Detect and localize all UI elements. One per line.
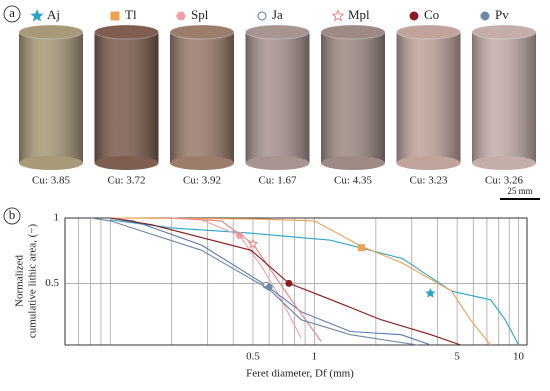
legend-label: Co (424, 7, 439, 22)
core-top (94, 24, 159, 40)
core-top (245, 24, 310, 40)
series-line (110, 219, 520, 346)
core-shade (245, 32, 310, 163)
legend-marker (409, 11, 419, 21)
y-axis-label: cumulative lithic area, (−) (27, 224, 39, 339)
series-line (171, 217, 322, 342)
core-photos (18, 24, 537, 170)
core-bottom (19, 156, 83, 170)
core-bottom (170, 156, 234, 170)
core-top (169, 24, 235, 40)
legend-marker (480, 11, 490, 21)
core-bottom (321, 156, 385, 170)
cu-label: Cu: 4.35 (334, 175, 372, 187)
core-top (396, 24, 461, 40)
core-shade (321, 32, 385, 163)
panel-label: a (9, 5, 15, 20)
legend-label: Pv (495, 7, 509, 22)
cu-label: Cu: 3.26 (485, 175, 523, 187)
plot-frame (64, 217, 528, 346)
cu-label: Cu: 1.67 (259, 175, 297, 187)
scale-bar-label: 25 mm (507, 186, 532, 196)
core-shade (396, 32, 461, 163)
core-shade (94, 32, 159, 163)
marker (247, 238, 259, 249)
x-tick-label: 5 (454, 351, 460, 363)
panel-badge (3, 5, 21, 23)
core-bottom (245, 156, 310, 170)
cu-label: Cu: 3.23 (410, 175, 448, 187)
cu-label: Cu: 3.92 (183, 175, 221, 187)
core-shade (472, 32, 536, 163)
y-axis-label: Normalized (14, 255, 26, 307)
cu-label: Cu: 3.85 (32, 175, 70, 187)
marker (265, 283, 273, 291)
series-line (90, 217, 418, 346)
core-shade (170, 32, 234, 163)
panel-badge (3, 207, 21, 225)
y-tick-label: 0.5 (45, 277, 59, 289)
legend-label: Tl (125, 7, 137, 22)
legend-label: Mpl (348, 7, 370, 22)
core-top (320, 24, 386, 40)
panel-label: b (9, 207, 16, 222)
core-top (471, 24, 537, 40)
core-bottom (94, 156, 159, 170)
legend-label: Spl (191, 7, 209, 22)
legend-marker (110, 11, 120, 21)
series-line (110, 217, 432, 346)
core-top (18, 24, 84, 40)
marker (357, 244, 365, 252)
marker (285, 279, 293, 287)
marker (425, 287, 436, 298)
series-line (110, 217, 461, 346)
x-tick-label: 0.5 (246, 351, 260, 363)
x-tick-label: 1 (312, 351, 318, 363)
series-line (110, 217, 492, 346)
legend-marker (176, 11, 186, 21)
core-bottom (472, 156, 536, 170)
y-tick-label: 1 (54, 212, 60, 224)
cu-label: Cu: 3.72 (108, 175, 146, 187)
x-axis-label: Feret diameter, Df (mm) (246, 368, 354, 380)
legend-marker (257, 11, 267, 21)
legend-marker (331, 9, 345, 22)
core-shade (19, 32, 83, 163)
marker (235, 232, 244, 239)
legend-marker (30, 9, 44, 22)
legend-label: Ja (272, 7, 283, 22)
legend-label: Aj (47, 7, 60, 22)
x-tick-label: 10 (513, 351, 525, 363)
core-bottom (396, 156, 461, 170)
